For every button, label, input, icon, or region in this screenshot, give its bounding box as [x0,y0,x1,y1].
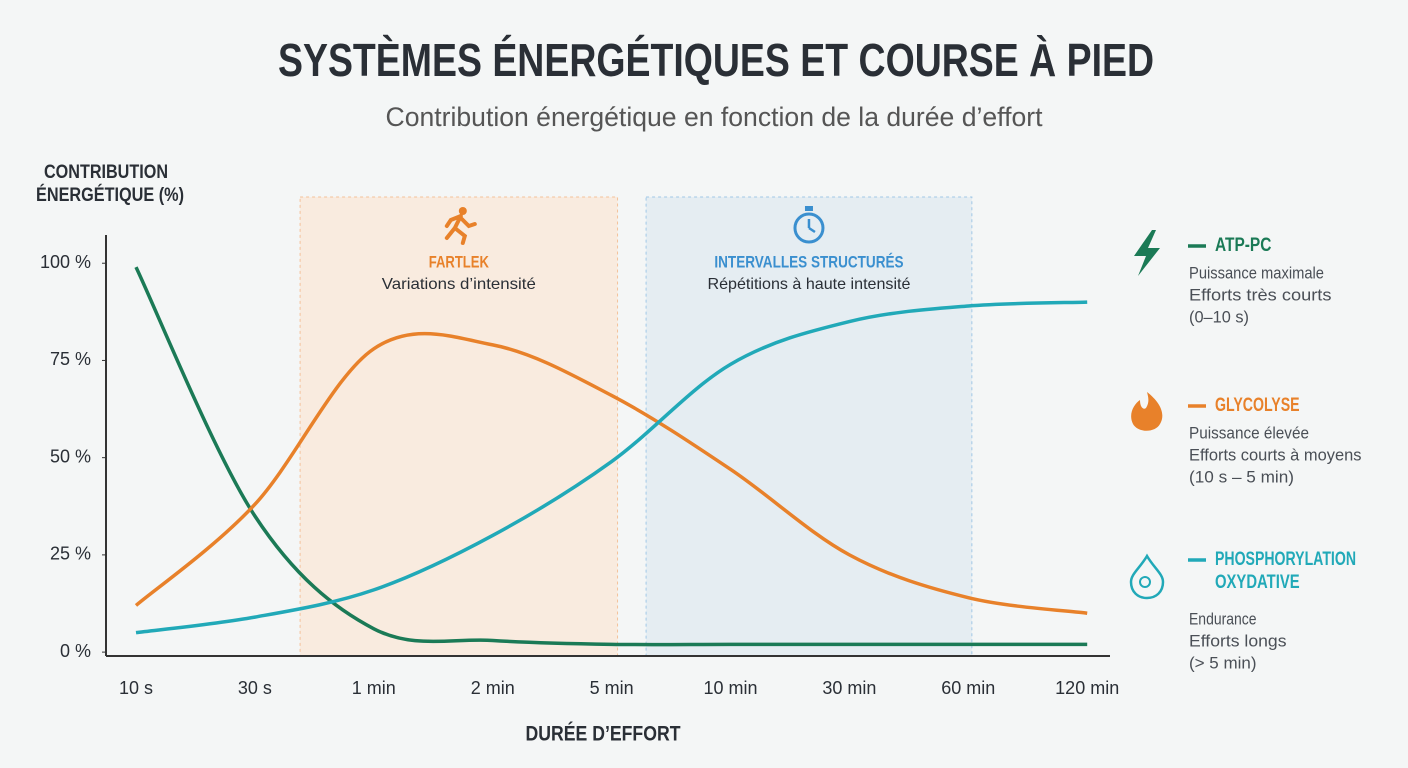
legend-description: Efforts courts à moyens [1189,445,1362,464]
x-tick-label: 1 min [352,678,396,698]
legend-label: GLYCOLYSE [1215,395,1300,416]
oxy-icon [1129,553,1165,600]
x-tick-label: 2 min [471,678,515,698]
legend-description: Efforts très courts [1189,285,1332,304]
legend-description: Puissance maximale [1189,263,1324,282]
y-tick-label: 100 % [40,252,91,272]
zone-icon [804,206,813,211]
y-tick-label: 50 % [50,446,91,466]
legend-description: (10 s – 5 min) [1189,467,1294,486]
x-tick-label: 10 s [119,678,153,698]
zone [299,196,619,657]
y-label: CONTRIBUTION [44,162,168,183]
x-tick-label: 120 min [1055,678,1119,698]
legend-label: ATP-PC [1215,235,1272,256]
legend: ATP-PC Puissance maximale Efforts très cou… [1188,235,1362,672]
x-label: DURÉE D’EFFORT [526,723,681,746]
zone-icon [807,219,816,234]
legend-description: Endurance [1189,609,1257,628]
series-line [134,331,1088,615]
series-line [134,266,1088,647]
legend-description: (> 5 min) [1189,653,1257,672]
legend-description: Efforts longs [1189,631,1287,650]
zone [645,196,973,657]
zone-icon [793,212,825,244]
oxy-icon-o [1139,576,1151,588]
x-tick-label: 10 min [703,678,757,698]
zone-title: INTERVALLES STRUCTURÉS [714,252,903,271]
lines [134,266,1088,647]
y-label: ÉNERGÉTIQUE (%) [36,184,184,206]
y-tick-label: 0 % [60,641,91,661]
zone-icon [444,214,477,245]
zone-subtitle: Variations d’intensité [382,276,536,293]
x-tick-label: 5 min [590,678,634,698]
zone-subtitle: Répétitions à haute intensité [707,276,910,293]
series-line [135,300,1088,635]
zones: FARTLEK Variations d’intensité INTERVALLES… [299,196,973,657]
y-tick-label: 25 % [50,544,91,564]
legend-description: (0–10 s) [1189,307,1249,326]
legend-description: Puissance élevée [1189,423,1309,442]
x-tick-label: 60 min [941,678,995,698]
chart-title: SYSTÈMES ÉNERGÉTIQUES ET COURSE À PIED [278,34,1154,86]
zone-icon [458,207,467,215]
x-tick-label: 30 min [822,678,876,698]
zone-title: FARTLEK [429,252,490,271]
glyco-icon [1131,392,1163,431]
x-tick-label: 30 s [238,678,272,698]
legend-label: PHOSPHORYLATION OXYDATIVE [1215,549,1356,593]
atp-icon [1134,230,1160,276]
chart-subtitle: Contribution énergétique en fonction de … [386,102,1043,132]
y-tick-label: 75 % [50,349,91,369]
